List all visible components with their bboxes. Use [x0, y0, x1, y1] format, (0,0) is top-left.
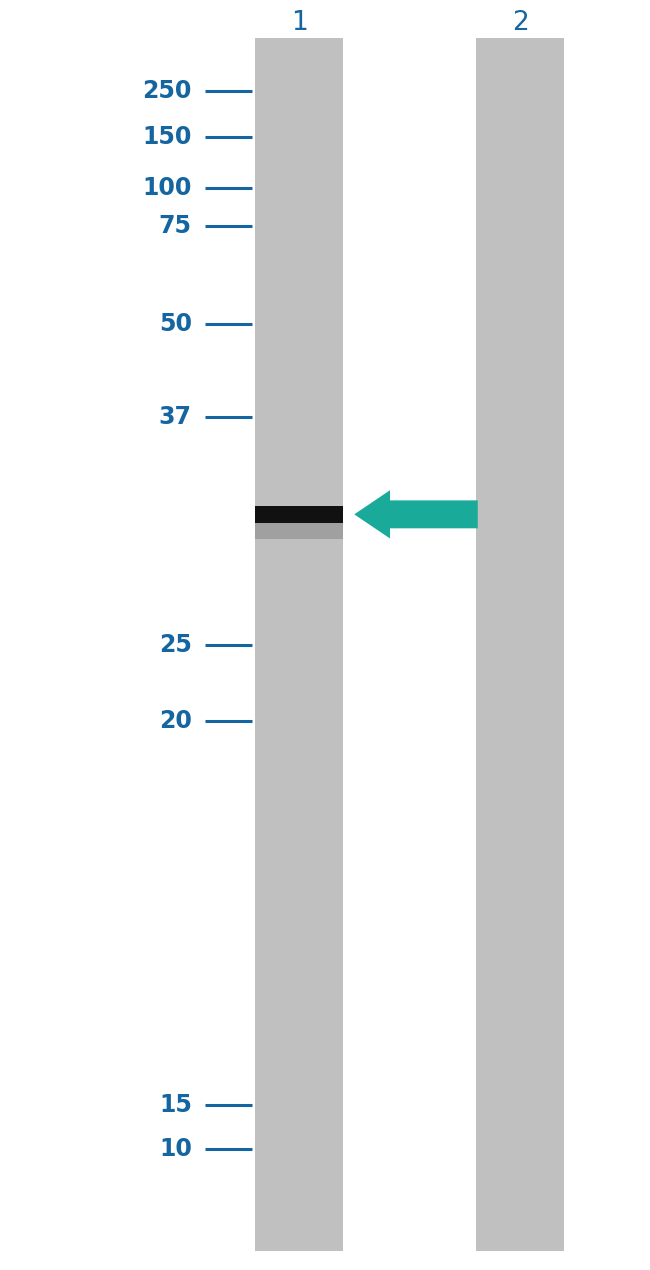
Text: 250: 250	[142, 80, 192, 103]
FancyArrow shape	[354, 490, 478, 538]
Bar	[255, 507, 343, 523]
Text: 10: 10	[159, 1138, 192, 1161]
Text: 37: 37	[159, 405, 192, 428]
Text: 100: 100	[142, 177, 192, 199]
Text: 150: 150	[142, 126, 192, 149]
Bar	[255, 523, 343, 538]
Bar	[476, 38, 564, 1251]
Text: 20: 20	[159, 710, 192, 733]
Bar	[255, 38, 343, 1251]
Text: 25: 25	[159, 634, 192, 657]
Text: 2: 2	[512, 10, 528, 36]
Text: 15: 15	[159, 1093, 192, 1116]
Text: 75: 75	[159, 215, 192, 237]
Text: 1: 1	[291, 10, 307, 36]
Text: 50: 50	[159, 312, 192, 335]
